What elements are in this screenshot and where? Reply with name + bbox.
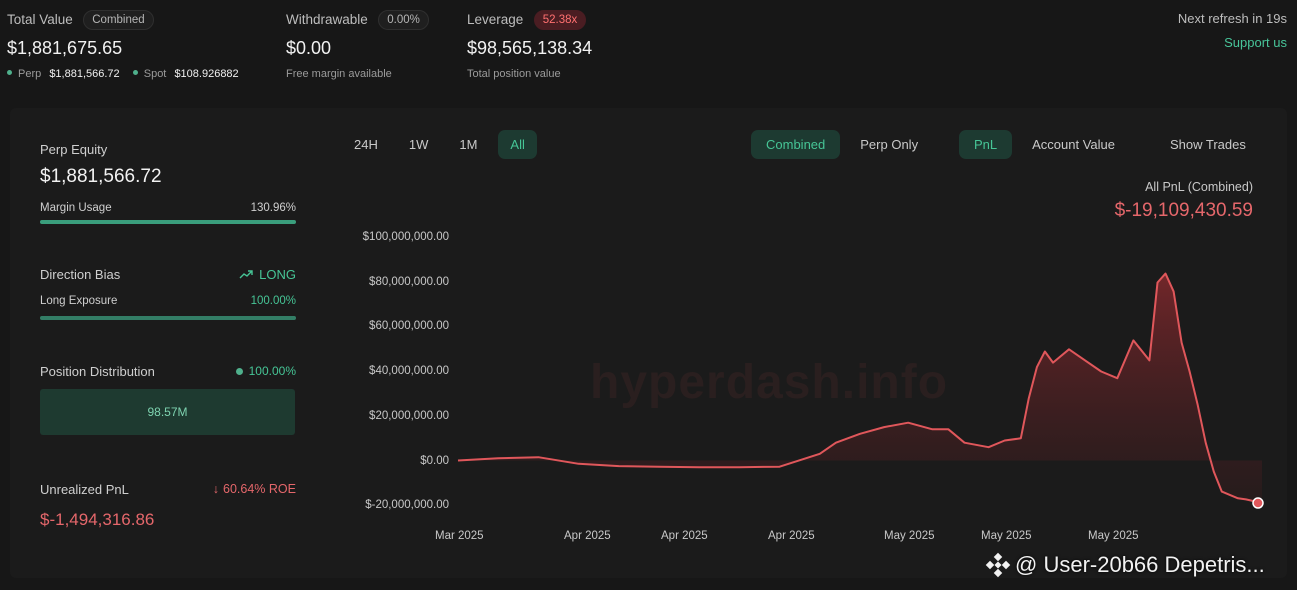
margin-usage-bar-fill	[40, 220, 296, 224]
y-tick-label: $0.00	[420, 455, 449, 467]
withdrawable-amount: $0.00	[286, 38, 332, 58]
y-tick-label: $80,000,000.00	[369, 276, 449, 288]
unrealized-pnl-label: Unrealized PnL	[40, 482, 129, 497]
diamond-logo-icon	[985, 552, 1011, 578]
tab-1w[interactable]: 1W	[408, 137, 429, 152]
perp-spot-breakdown: Perp $1,881,566.72 Spot $108.926882	[7, 68, 239, 80]
margin-usage-value: 130.96%	[250, 202, 296, 214]
total-value-block: Total Value Combined $1,881,675.65 Perp …	[7, 10, 239, 80]
total-value-amount: $1,881,675.65	[7, 38, 123, 58]
chart-header-value: $-19,109,430.59	[1114, 200, 1253, 221]
latest-point-marker[interactable]	[1252, 497, 1264, 509]
show-trades-button[interactable]: Show Trades	[1170, 137, 1246, 152]
long-exposure-bar	[40, 316, 296, 320]
unrealized-pnl-value: $-1,494,316.86	[40, 510, 155, 529]
x-tick-label: May 2025	[1088, 530, 1139, 542]
trending-up-icon	[239, 270, 253, 279]
long-dot-icon	[235, 368, 243, 375]
x-tick-label: Apr 2025	[768, 530, 815, 542]
spot-value: $108.926882	[174, 68, 239, 80]
pnl-chart	[457, 272, 1264, 509]
y-tick-label: $60,000,000.00	[369, 320, 449, 332]
tab-pnl[interactable]: PnL	[959, 130, 1013, 159]
long-exposure-bar-fill	[40, 316, 296, 320]
y-tick-label: $40,000,000.00	[369, 365, 449, 377]
metric-tabs: PnL Account Value	[959, 130, 1135, 159]
withdrawable-block: Withdrawable 0.00% $0.00 Free margin ava…	[286, 10, 429, 80]
tab-combined[interactable]: Combined	[751, 130, 841, 159]
pnl-line	[457, 272, 1263, 504]
position-distribution-label: Position Distribution	[40, 364, 155, 379]
withdrawable-sub: Free margin available	[286, 68, 392, 80]
overlay-credit-text: @ User-20b66 Depetris...	[1015, 552, 1265, 577]
long-exposure-label: Long Exposure	[40, 295, 118, 307]
position-distribution-percent: 100.00%	[200, 364, 296, 378]
tab-account-value[interactable]: Account Value	[1032, 137, 1116, 152]
spot-label: Spot	[143, 68, 167, 80]
y-tick-label: $-20,000,000.00	[365, 499, 449, 511]
long-exposure-value: 100.00%	[250, 295, 296, 307]
position-distribution-bar[interactable]: 98.57M	[40, 389, 295, 435]
chart-header-label: All PnL (Combined)	[1145, 180, 1253, 194]
tab-all[interactable]: All	[498, 130, 537, 159]
perp-equity-value: $1,881,566.72	[40, 166, 162, 187]
leverage-block: Leverage 52.38x $98,565,138.34 Total pos…	[467, 10, 592, 80]
unrealized-roe: ↓ 60.64% ROE	[180, 482, 296, 496]
perp-dot-icon	[7, 70, 12, 75]
withdrawable-label: Withdrawable	[286, 12, 368, 27]
y-tick-label: $20,000,000.00	[369, 410, 449, 422]
leverage-pill: 52.38x	[533, 10, 587, 30]
x-tick-label: Apr 2025	[661, 530, 708, 542]
pnl-area	[458, 273, 1262, 503]
withdrawable-pill: 0.00%	[378, 10, 429, 30]
margin-usage-label: Margin Usage	[40, 202, 112, 214]
perp-label: Perp	[18, 68, 42, 80]
refresh-countdown: Next refresh in 19s	[1177, 11, 1287, 26]
direction-bias-value: LONG	[259, 267, 296, 282]
unrealized-roe-value: 60.64% ROE	[223, 482, 296, 496]
direction-bias-indicator: LONG	[200, 267, 296, 282]
tab-1m[interactable]: 1M	[459, 137, 478, 152]
x-tick-label: Apr 2025	[564, 530, 611, 542]
y-tick-label: $100,000,000.00	[362, 231, 449, 243]
x-tick-label: May 2025	[884, 530, 935, 542]
spot-dot-icon	[132, 70, 138, 75]
range-tabs: 24H 1W 1M All	[344, 130, 537, 159]
combined-pill[interactable]: Combined	[83, 10, 154, 30]
direction-bias-label: Direction Bias	[40, 267, 121, 282]
tab-24h[interactable]: 24H	[354, 137, 378, 152]
x-tick-label: May 2025	[981, 530, 1032, 542]
watermark: hyperdash.info	[590, 356, 949, 409]
position-distribution-value: 100.00%	[248, 364, 296, 378]
leverage-amount: $98,565,138.34	[467, 38, 593, 58]
support-link[interactable]: Support us	[1224, 35, 1287, 50]
total-value-label: Total Value	[7, 12, 73, 27]
x-tick-label: Mar 2025	[435, 530, 484, 542]
main-panel	[10, 108, 1287, 578]
arrow-down-icon: ↓	[212, 482, 220, 496]
view-tabs: Combined Perp Only	[751, 130, 938, 159]
leverage-label: Leverage	[467, 12, 524, 27]
tab-perp-only[interactable]: Perp Only	[860, 137, 919, 152]
margin-usage-bar	[40, 220, 296, 224]
overlay-credit: @ User-20b66 Depetris...	[985, 552, 1265, 578]
leverage-sub: Total position value	[467, 68, 561, 80]
perp-value: $1,881,566.72	[49, 68, 120, 80]
perp-equity-label: Perp Equity	[40, 142, 108, 157]
